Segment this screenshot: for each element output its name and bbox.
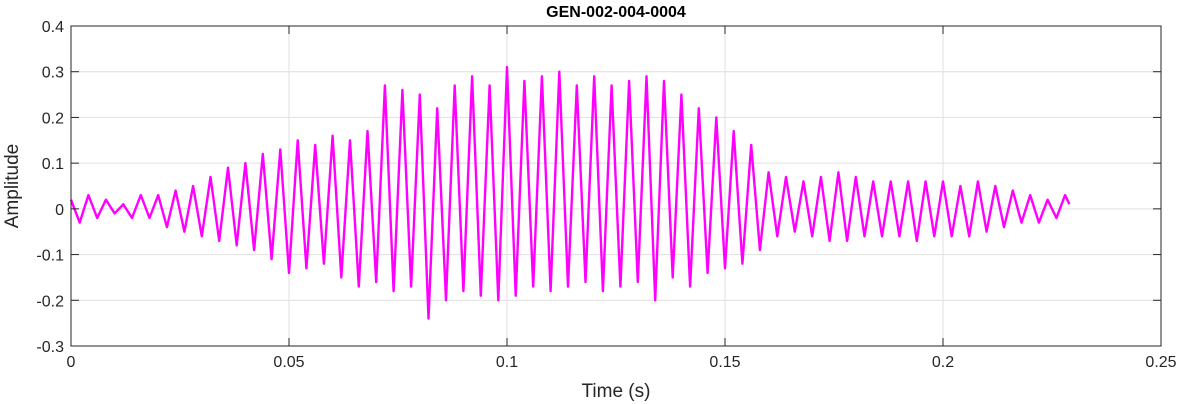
y-tick-label: 0.2 xyxy=(42,110,64,127)
y-tick-label: -0.3 xyxy=(36,339,64,356)
y-tick-label: -0.1 xyxy=(36,248,64,265)
x-tick-label: 0.25 xyxy=(1145,354,1176,371)
x-tick-labels: 0 0.05 0.1 0.15 0.2 0.25 xyxy=(67,354,1177,371)
y-tick-label: 0.1 xyxy=(42,156,64,173)
y-tick-label: 0.4 xyxy=(42,19,64,36)
tick-marks xyxy=(70,25,1162,347)
axes-box xyxy=(70,25,1162,347)
y-tick-label: 0.3 xyxy=(42,65,64,82)
x-tick-label: 0.05 xyxy=(273,354,304,371)
x-tick-label: 0 xyxy=(67,354,76,371)
series-line xyxy=(69,65,1071,320)
y-tick-label: 0 xyxy=(55,202,64,219)
x-tick-label: 0.15 xyxy=(709,354,740,371)
data-series xyxy=(69,65,1071,320)
y-tick-labels: -0.3 -0.2 -0.1 0 0.1 0.2 0.3 0.4 xyxy=(36,19,64,356)
x-tick-label: 0.2 xyxy=(932,354,954,371)
x-axis-label: Time (s) xyxy=(582,381,651,402)
y-tick-label: -0.2 xyxy=(36,293,64,310)
chart-title: GEN-002-004-0004 xyxy=(546,4,686,21)
x-tick-label: 0.1 xyxy=(496,354,518,371)
y-axis-label: Amplitude xyxy=(2,144,23,229)
